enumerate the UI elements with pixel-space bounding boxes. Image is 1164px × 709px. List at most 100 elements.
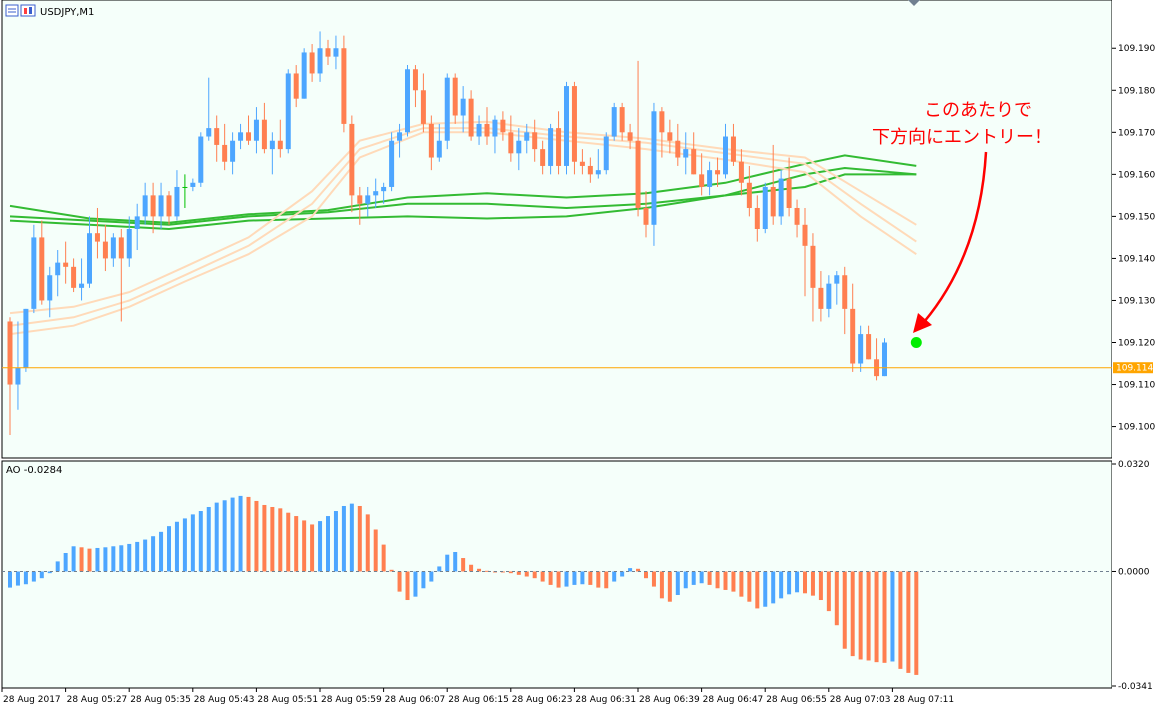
candle-body: [842, 275, 848, 309]
ao-bar: [620, 571, 625, 577]
candle-body: [619, 107, 625, 133]
ao-bar: [63, 553, 68, 572]
candle-body: [31, 237, 37, 309]
candle-body: [317, 48, 323, 74]
candle-body: [707, 170, 713, 187]
annotation-arrowhead: [913, 313, 932, 333]
candle-body: [126, 229, 132, 259]
indicator-tick-label: 0.0000: [1118, 567, 1150, 577]
ao-bar: [858, 571, 863, 660]
candle-body: [627, 132, 633, 141]
candle-body: [158, 195, 164, 217]
candle-body: [182, 186, 188, 188]
candle-body: [699, 174, 705, 187]
candle-body: [818, 287, 824, 309]
annotation-line-2: 下方向にエントリー！: [872, 127, 1052, 148]
ao-bar: [787, 571, 792, 595]
time-tick-label: 28 Aug 05:27: [67, 695, 128, 705]
time-tick-label: 28 Aug 06:23: [512, 695, 573, 705]
candle-body: [206, 128, 212, 137]
candle-body: [55, 262, 61, 276]
candle-body: [253, 119, 259, 141]
candle-body: [301, 52, 307, 99]
time-tick-label: 28 Aug 06:31: [575, 695, 636, 705]
ao-bar: [810, 571, 815, 596]
scroll-marker-icon[interactable]: [908, 0, 920, 6]
candle-body: [420, 90, 426, 124]
candle-body: [659, 111, 665, 133]
ao-bar: [628, 568, 633, 572]
ao-bar: [79, 547, 84, 572]
candle-body: [39, 237, 45, 301]
ao-bar: [111, 546, 116, 572]
price-tick-label: 109.150: [1118, 212, 1155, 222]
candle-body: [285, 73, 291, 150]
ao-bar: [413, 571, 418, 597]
ao-bar: [890, 571, 895, 662]
candle-body: [436, 140, 442, 158]
ao-bar: [636, 568, 641, 572]
ao-bar: [715, 571, 720, 589]
price-tick-label: 109.160: [1118, 170, 1155, 180]
ao-bar: [278, 508, 283, 572]
candle-body: [587, 165, 593, 175]
price-tick-label: 109.110: [1118, 381, 1155, 391]
candle-body: [778, 178, 784, 217]
ao-bar: [731, 571, 736, 592]
ao-bar: [596, 571, 601, 588]
ao-bar: [119, 545, 124, 572]
ao-bar: [477, 568, 482, 572]
price-tick-label: 109.190: [1118, 44, 1155, 54]
ao-bar: [143, 539, 148, 572]
ao-bar: [333, 511, 338, 572]
candle-body: [723, 136, 728, 175]
candle-body: [834, 275, 840, 284]
indicator-tick-label: 0.0320: [1118, 460, 1150, 470]
candle-body: [548, 128, 554, 166]
candle-body: [365, 195, 371, 204]
candle-body: [166, 195, 172, 217]
price-tick-label: 109.140: [1118, 254, 1155, 264]
ao-bar: [206, 506, 211, 572]
candle-body: [325, 48, 331, 57]
candle-body: [882, 342, 887, 377]
current-price-label: 109.114: [1116, 364, 1153, 374]
ao-bar: [198, 511, 203, 572]
price-tick-label: 109.120: [1118, 339, 1155, 349]
ao-bar: [445, 554, 450, 572]
candle-body: [71, 266, 77, 288]
candle-body: [412, 69, 418, 91]
ao-bar: [572, 571, 577, 585]
candle-body: [762, 186, 768, 229]
chart-menu-icon[interactable]: [5, 4, 19, 17]
annotation-line-1: このあたりで: [924, 100, 1032, 121]
ao-bar: [580, 571, 585, 585]
candle-body: [333, 48, 339, 57]
ao-bar: [294, 516, 299, 572]
ao-bar: [771, 571, 776, 604]
ao-bar: [842, 571, 847, 649]
ao-bar: [461, 558, 466, 572]
annotation-arrow: [923, 151, 988, 323]
candle-body: [603, 136, 609, 171]
axes: 109.190 109.180 109.170 109.160 109.150 109.1…: [1, 44, 1155, 705]
ao-bar: [365, 514, 370, 572]
ao-bar: [532, 571, 537, 579]
ao-bar: [556, 571, 561, 588]
candle-body: [866, 334, 872, 360]
ao-bar: [651, 571, 656, 587]
candle-body: [222, 144, 228, 162]
candle-body: [405, 69, 410, 133]
ao-bar: [500, 571, 505, 573]
candles: [7, 31, 887, 435]
ao-bar: [723, 571, 728, 590]
ao-bar: [644, 571, 648, 579]
ao-bar: [373, 529, 378, 572]
ao-bar: [214, 502, 219, 572]
ao-bar: [190, 514, 195, 572]
ao-bar: [167, 526, 171, 572]
ao-bar: [588, 571, 593, 585]
chart-type-icon[interactable]: [20, 4, 36, 17]
ao-bar: [683, 571, 688, 589]
